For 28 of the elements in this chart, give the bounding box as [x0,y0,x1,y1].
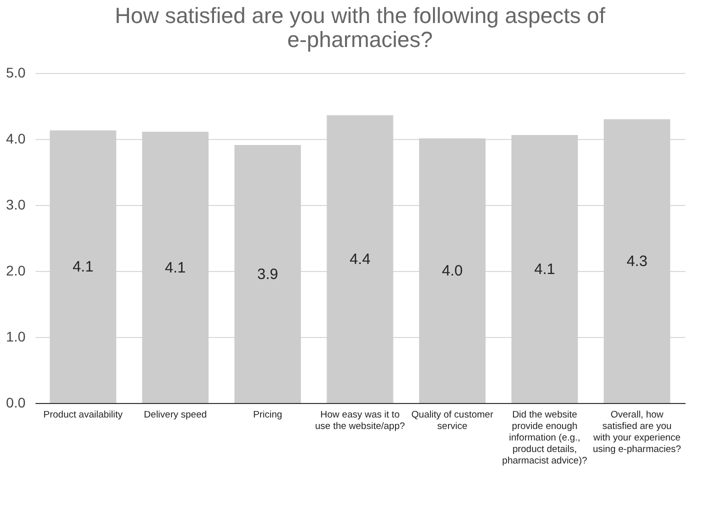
y-tick-label: 0.0 [6,394,26,410]
x-tick-label: Overall, how satisfied are you with your experience using e-pharmacies? [592,410,682,455]
chart-title: How satisfied are you with the following aspects of e-pharmacies? [114,3,606,52]
x-tick-label: Delivery speed [144,410,207,420]
x-tick-label: Quality of customer service [411,410,494,432]
y-tick-label: 4.0 [6,130,26,146]
y-tick-label: 5.0 [6,64,26,80]
y-tick-label: 2.0 [6,262,26,278]
bar [419,138,486,403]
data-label: 4.4 [350,251,370,268]
x-tick-label: Did the website provide enough information (e.g., product details, pharmacist advice)? [502,410,588,466]
x-tick-label: How easy was it to use the website/app? [315,410,405,432]
x-tick-label: Pricing [253,410,282,420]
data-label: 4.0 [442,262,463,280]
data-label: 3.9 [257,266,278,283]
data-label: 4.3 [626,253,648,270]
y-tick-label: 3.0 [6,196,26,212]
data-label: 4.1 [534,261,556,278]
x-tick-label: Product availability [43,410,123,420]
bar [326,115,394,403]
y-tick-label: 1.0 [6,328,26,344]
bar [234,144,301,403]
data-label: 4.1 [72,258,94,276]
data-label: 4.1 [164,259,186,276]
bar [142,132,209,403]
bar [511,135,578,403]
bar [604,119,670,403]
bar [50,130,116,403]
